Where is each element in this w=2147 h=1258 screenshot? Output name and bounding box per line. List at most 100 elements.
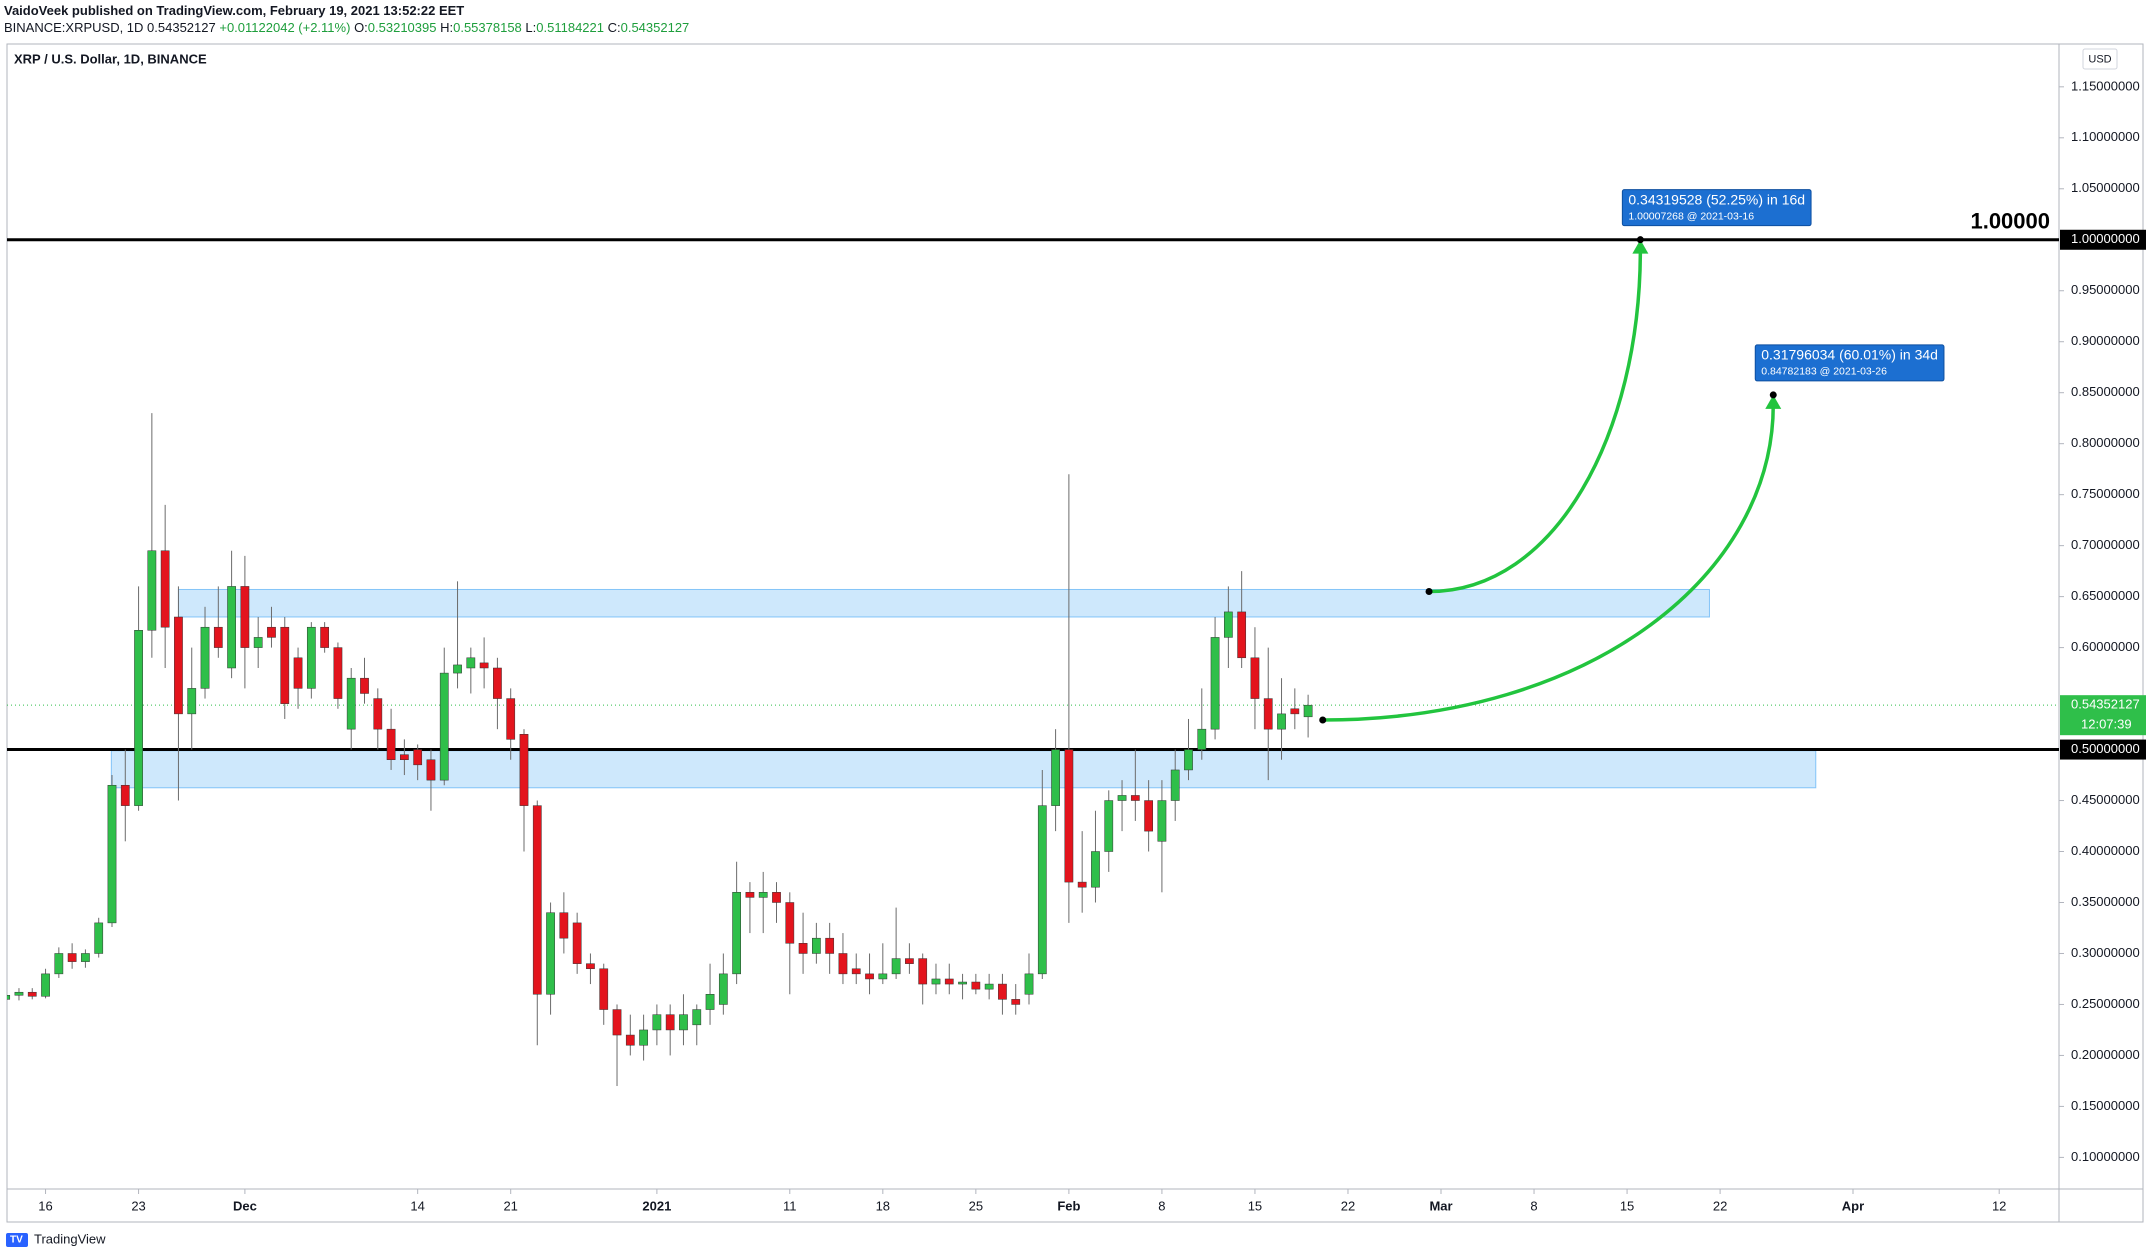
publisher: VaidoVeek published on TradingView.com, …	[4, 3, 464, 18]
arrow-end	[1636, 236, 1644, 244]
candle-body	[147, 550, 157, 631]
candle-body	[320, 626, 330, 648]
projection-arrow	[1429, 249, 1643, 594]
candle-body	[253, 637, 263, 648]
x-tick-label: 2021	[642, 1198, 671, 1213]
candle-body	[1130, 795, 1140, 801]
brand-logo	[6, 1233, 28, 1247]
x-tick-label: Feb	[1057, 1198, 1080, 1213]
ohlc-value: 0.55378158	[453, 20, 522, 35]
last-price-badge	[2060, 695, 2146, 736]
candle-body	[306, 626, 316, 689]
candle-body	[41, 973, 50, 997]
brand: TV TradingView	[6, 1231, 106, 1247]
y-tick-label: 0.10000000	[2071, 1149, 2140, 1164]
candle-body	[466, 657, 476, 669]
candle-body	[639, 1029, 648, 1046]
candle-body	[891, 958, 901, 975]
candle-body	[1064, 749, 1074, 883]
candle-body	[81, 953, 90, 962]
ohlc-key: H:	[440, 20, 453, 35]
candle-body	[665, 1014, 675, 1031]
candle-body	[346, 677, 356, 730]
candle-body	[825, 937, 835, 954]
x-tick-label: 16	[38, 1198, 52, 1213]
y-tick-label: 0.90000000	[2071, 333, 2140, 348]
candle-body	[1303, 704, 1313, 718]
candle-body	[865, 973, 874, 980]
arrow-head	[1632, 239, 1649, 254]
candle-body	[1104, 800, 1114, 852]
candle-body	[905, 958, 914, 964]
currency-button[interactable]	[2082, 48, 2118, 70]
callout-box	[1621, 189, 1812, 227]
candle-body	[120, 784, 130, 806]
x-tick-label: 21	[503, 1198, 517, 1213]
candle-body	[519, 734, 529, 806]
arrow-end	[1769, 391, 1777, 399]
callout-box	[1754, 344, 1945, 382]
y-tick-label: 0.65000000	[2071, 588, 2140, 603]
ohlc-key: O:	[354, 20, 368, 35]
projection-arrow	[1322, 404, 1776, 722]
candle-body	[918, 958, 928, 985]
candle-body	[758, 892, 768, 898]
chart-frame	[6, 43, 2144, 1223]
candle-body	[453, 664, 462, 674]
callout-detail: 1.00007268 @ 2021-03-16	[1628, 210, 1754, 222]
price-badge-label: 0.50000000	[2071, 741, 2140, 756]
price-badge	[2060, 229, 2146, 250]
candle-body	[745, 892, 755, 898]
candle-body	[174, 616, 183, 715]
zone	[110, 750, 1817, 789]
candle-body	[1277, 713, 1286, 730]
x-tick-label: 22	[1341, 1198, 1355, 1213]
brand-name: TradingView	[34, 1231, 106, 1246]
y-tick-label: 0.75000000	[2071, 486, 2140, 501]
candle-body	[958, 981, 967, 985]
last-price-label: 0.54352127	[2071, 697, 2140, 712]
candle-body	[625, 1034, 635, 1046]
overlay: 1.00000 0.34319528 (52.25%) in 16d 1.00007…	[1319, 189, 2050, 724]
ohlc-value: 0.51184221	[536, 20, 604, 35]
candle-body	[1037, 805, 1047, 975]
x-tick-label: 11	[783, 1198, 797, 1213]
currency[interactable]: USD	[2088, 53, 2111, 65]
candle-body	[426, 759, 436, 781]
candle-body	[1237, 611, 1247, 659]
candle-body	[134, 630, 143, 806]
x-tick-label: 12	[1992, 1198, 2006, 1213]
candle-body	[798, 943, 808, 954]
candle-body	[851, 968, 861, 975]
arrow-head	[1765, 394, 1782, 409]
x-tick-label: 15	[1248, 1198, 1262, 1213]
x-tick-label: 14	[410, 1198, 424, 1213]
candle-body	[1024, 973, 1034, 995]
y-tick-label: 1.10000000	[2071, 129, 2140, 144]
candle-body	[812, 937, 821, 954]
candle-body	[240, 586, 250, 648]
candle-body	[732, 892, 741, 975]
y-tick-label: 0.40000000	[2071, 843, 2140, 858]
candle-body	[7, 995, 11, 1000]
candle-body	[14, 991, 24, 996]
candle-body	[1290, 708, 1300, 715]
chart-title: XRP / U.S. Dollar, 1D, BINANCE	[14, 51, 207, 66]
price: 0.54352127	[147, 20, 216, 35]
y-tick-label: 0.85000000	[2071, 384, 2140, 399]
candle-body	[785, 902, 795, 944]
candle-body	[1157, 800, 1167, 842]
candle-body	[1223, 611, 1233, 638]
y-tick-label: 0.15000000	[2071, 1098, 2140, 1113]
y-tick-label: 1.05000000	[2071, 180, 2140, 195]
candle-body	[213, 626, 223, 648]
y-tick-label: 1.15000000	[2071, 78, 2140, 93]
candle-body	[280, 626, 290, 704]
candle-body	[705, 994, 715, 1010]
x-tick-label: 8	[1158, 1198, 1165, 1213]
candle-body	[506, 698, 516, 740]
candle-body	[586, 963, 595, 970]
candle-body	[1091, 851, 1100, 888]
change: +0.01122042 (+2.11%)	[219, 20, 350, 35]
brand-logo-mark: TV	[10, 1235, 23, 1246]
